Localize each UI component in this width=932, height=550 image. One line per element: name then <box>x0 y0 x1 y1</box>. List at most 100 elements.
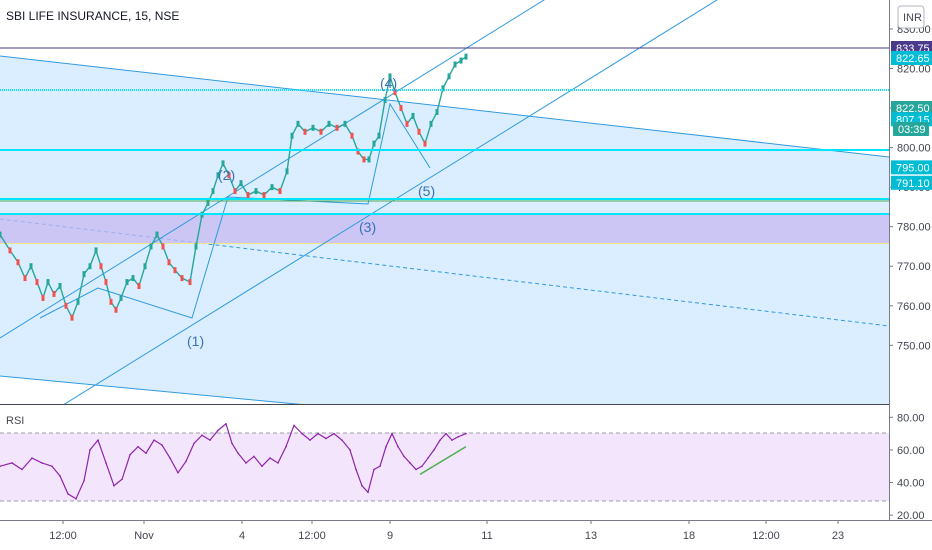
price-badge-label[interactable]: 791.10 <box>896 178 930 190</box>
x-tick-label: 9 <box>387 530 393 542</box>
price-candle <box>296 120 300 127</box>
rsi-point <box>457 436 459 438</box>
rsi-point <box>433 449 435 451</box>
price-candle <box>343 120 347 127</box>
price-candle <box>262 192 266 199</box>
price-candle <box>149 243 153 250</box>
price-candle <box>227 172 231 179</box>
rsi-point <box>325 437 327 440</box>
x-tick-label: 12:00 <box>49 530 77 542</box>
price-candle <box>137 283 141 290</box>
price-candle <box>173 267 177 274</box>
rsi-point <box>217 429 219 432</box>
price-scale[interactable] <box>889 0 932 520</box>
currency-button[interactable] <box>897 5 925 29</box>
rsi-point <box>373 468 375 471</box>
price-candle <box>335 124 339 131</box>
rsi-point <box>355 468 357 471</box>
x-tick-label: 4 <box>239 530 245 542</box>
price-candle <box>405 120 409 127</box>
rsi-point <box>185 460 187 463</box>
rsi-point <box>153 439 155 441</box>
rsi-point <box>59 475 61 477</box>
price-candle <box>82 271 86 278</box>
price-badge-label[interactable]: 822.65 <box>896 53 930 65</box>
rsi-point <box>309 439 311 441</box>
price-badge[interactable] <box>891 175 932 190</box>
ascending-channel-lower[interactable] <box>55 0 725 410</box>
currency-label[interactable]: INR <box>903 12 922 24</box>
price-candle <box>125 279 129 286</box>
price-series-line[interactable] <box>0 56 467 320</box>
rsi-point <box>427 457 429 459</box>
rsi-point <box>349 449 351 451</box>
rsi-divergence-line[interactable] <box>419 446 467 476</box>
descending-channel-top[interactable] <box>0 55 889 158</box>
rsi-point <box>11 462 13 464</box>
rsi-point <box>193 442 195 445</box>
price-candle <box>143 263 147 270</box>
price-candle <box>131 275 135 282</box>
y-tick-label: 750.00 <box>897 340 931 352</box>
rsi-point <box>397 445 399 448</box>
rsi-point <box>31 457 33 459</box>
price-candle <box>16 259 20 266</box>
price-candle <box>327 120 331 127</box>
price-candle <box>435 108 439 115</box>
rsi-point <box>421 465 423 468</box>
price-candle <box>58 283 62 290</box>
price-badge[interactable] <box>891 51 932 65</box>
rsi-point <box>385 445 387 448</box>
price-candle <box>350 132 354 139</box>
rsi-point <box>409 462 411 464</box>
support-zone[interactable] <box>0 214 889 244</box>
price-candle <box>94 247 98 254</box>
rsi-point <box>83 480 85 482</box>
chart-title: SBI LIFE INSURANCE, 15, NSE <box>6 9 179 23</box>
rsi-point <box>129 454 131 456</box>
price-badge-label[interactable]: 795.00 <box>896 162 930 174</box>
x-tick-label: 12:00 <box>752 530 780 542</box>
rsi-point <box>201 434 203 437</box>
price-candle <box>41 294 45 301</box>
price-candle <box>388 73 392 80</box>
rsi-point <box>169 457 171 459</box>
price-candle <box>221 160 225 167</box>
rsi-point <box>379 465 381 468</box>
rsi-label[interactable]: RSI <box>6 415 24 427</box>
price-candle <box>429 120 433 127</box>
price-candle <box>46 279 50 286</box>
wave-label-3[interactable]: (3) <box>359 219 376 235</box>
rsi-point <box>97 439 99 441</box>
rsi-point <box>367 491 369 494</box>
price-candle <box>254 188 258 195</box>
price-badge[interactable] <box>891 160 932 175</box>
price-candle <box>459 57 463 64</box>
price-candle <box>270 184 274 191</box>
price-badge[interactable] <box>891 101 932 115</box>
rsi-band <box>0 433 889 501</box>
price-candle <box>0 231 2 238</box>
wave-label-2[interactable]: (2) <box>218 167 235 183</box>
elliott-wave-path[interactable] <box>39 102 431 319</box>
wave-label-5[interactable]: (5) <box>418 183 435 199</box>
y-tick-label: 760.00 <box>897 301 931 313</box>
x-tick-label: 18 <box>683 530 695 542</box>
price-candle <box>216 172 220 179</box>
price-badge-label[interactable]: 822.50 <box>896 103 930 115</box>
y-tick-label: 820.00 <box>897 63 931 75</box>
price-candle <box>194 243 198 250</box>
rsi-point <box>177 471 179 474</box>
descending-channel-bottom[interactable] <box>0 375 889 460</box>
price-candle <box>119 294 123 301</box>
rsi-point <box>285 445 287 448</box>
wave-label-4[interactable]: (4) <box>380 75 397 91</box>
price-candle <box>211 188 215 195</box>
x-tick-label: 23 <box>832 530 844 542</box>
price-candle <box>377 132 381 139</box>
rsi-point <box>231 442 233 445</box>
rsi-point <box>161 444 163 446</box>
rsi-point <box>415 468 417 471</box>
wave-label-1[interactable]: (1) <box>187 333 204 349</box>
